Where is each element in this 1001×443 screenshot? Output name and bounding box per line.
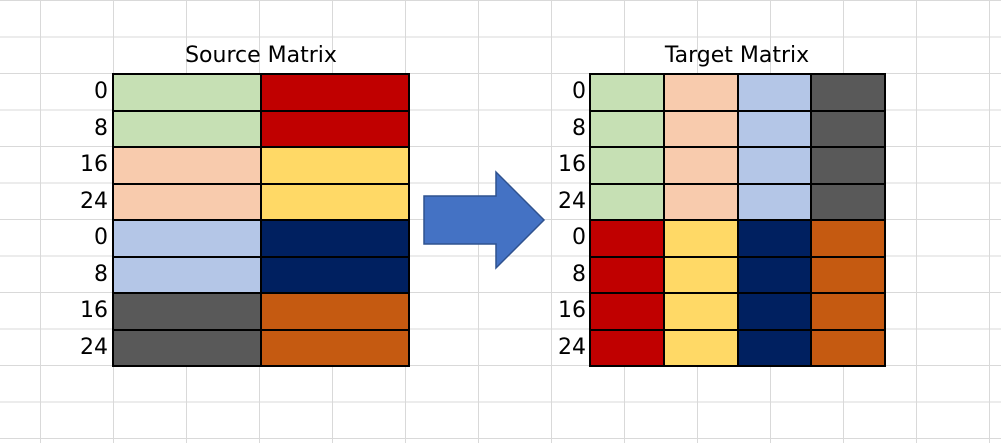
- matrix-cell: [114, 330, 262, 367]
- matrix-cell: [812, 294, 886, 331]
- source-matrix: [112, 73, 410, 367]
- matrix-cell: [664, 111, 739, 148]
- row-label: 8: [94, 261, 108, 287]
- source-row-labels: 0 8 16 24 0 8 16 24: [60, 74, 112, 366]
- matrix-cell: [262, 257, 410, 294]
- row-label: 0: [94, 225, 108, 250]
- matrix-cell: [738, 330, 813, 367]
- matrix-cell: [591, 257, 665, 294]
- target-row-labels: 0 8 16 24 0 8 16 24: [538, 74, 590, 366]
- source-matrix-title: Source Matrix: [185, 43, 337, 68]
- matrix-cell: [738, 294, 813, 331]
- row-label: 8: [94, 115, 108, 141]
- matrix-cell: [664, 221, 739, 258]
- matrix-cell: [812, 257, 886, 294]
- matrix-cell: [738, 148, 813, 185]
- matrix-cell: [114, 148, 262, 185]
- row-label: 8: [572, 261, 586, 287]
- row-label: 24: [558, 334, 586, 360]
- matrix-cell: [114, 75, 262, 112]
- matrix-cell: [664, 148, 739, 185]
- matrix-cell: [262, 184, 410, 221]
- row-label: 0: [572, 79, 586, 104]
- target-matrix: [589, 73, 886, 367]
- matrix-cell: [114, 111, 262, 148]
- row-label: 24: [558, 188, 586, 214]
- matrix-cell: [591, 221, 665, 258]
- matrix-cell: [738, 111, 813, 148]
- matrix-cell: [114, 221, 262, 258]
- row-label: 8: [572, 115, 586, 141]
- row-label: 24: [80, 188, 108, 214]
- row-label: 0: [572, 225, 586, 250]
- matrix-cell: [262, 75, 410, 112]
- matrix-cell: [738, 75, 813, 112]
- matrix-cell: [591, 330, 665, 367]
- matrix-cell: [262, 111, 410, 148]
- matrix-cell: [664, 294, 739, 331]
- matrix-cell: [114, 184, 262, 221]
- row-label: 16: [558, 152, 586, 177]
- matrix-cell: [591, 184, 665, 221]
- matrix-cell: [812, 148, 886, 185]
- matrix-cell: [664, 257, 739, 294]
- matrix-cell: [262, 330, 410, 367]
- matrix-cell: [664, 330, 739, 367]
- matrix-cell: [591, 75, 665, 112]
- matrix-cell: [664, 184, 739, 221]
- matrix-cell: [591, 294, 665, 331]
- matrix-cell: [812, 184, 886, 221]
- matrix-cell: [664, 75, 739, 112]
- row-label: 16: [558, 298, 586, 323]
- matrix-cell: [262, 148, 410, 185]
- target-matrix-title: Target Matrix: [664, 43, 810, 68]
- matrix-cell: [591, 111, 665, 148]
- row-label: 0: [94, 79, 108, 104]
- row-label: 16: [80, 152, 108, 177]
- matrix-cell: [738, 221, 813, 258]
- matrix-cell: [812, 75, 886, 112]
- matrix-cell: [738, 257, 813, 294]
- matrix-cell: [114, 257, 262, 294]
- matrix-cell: [591, 148, 665, 185]
- matrix-cell: [738, 184, 813, 221]
- matrix-cell: [812, 111, 886, 148]
- matrix-cell: [262, 294, 410, 331]
- right-arrow-icon: [423, 170, 546, 270]
- matrix-cell: [812, 221, 886, 258]
- row-label: 24: [80, 334, 108, 360]
- row-label: 16: [80, 298, 108, 323]
- matrix-cell: [812, 330, 886, 367]
- matrix-cell: [114, 294, 262, 331]
- matrix-cell: [262, 221, 410, 258]
